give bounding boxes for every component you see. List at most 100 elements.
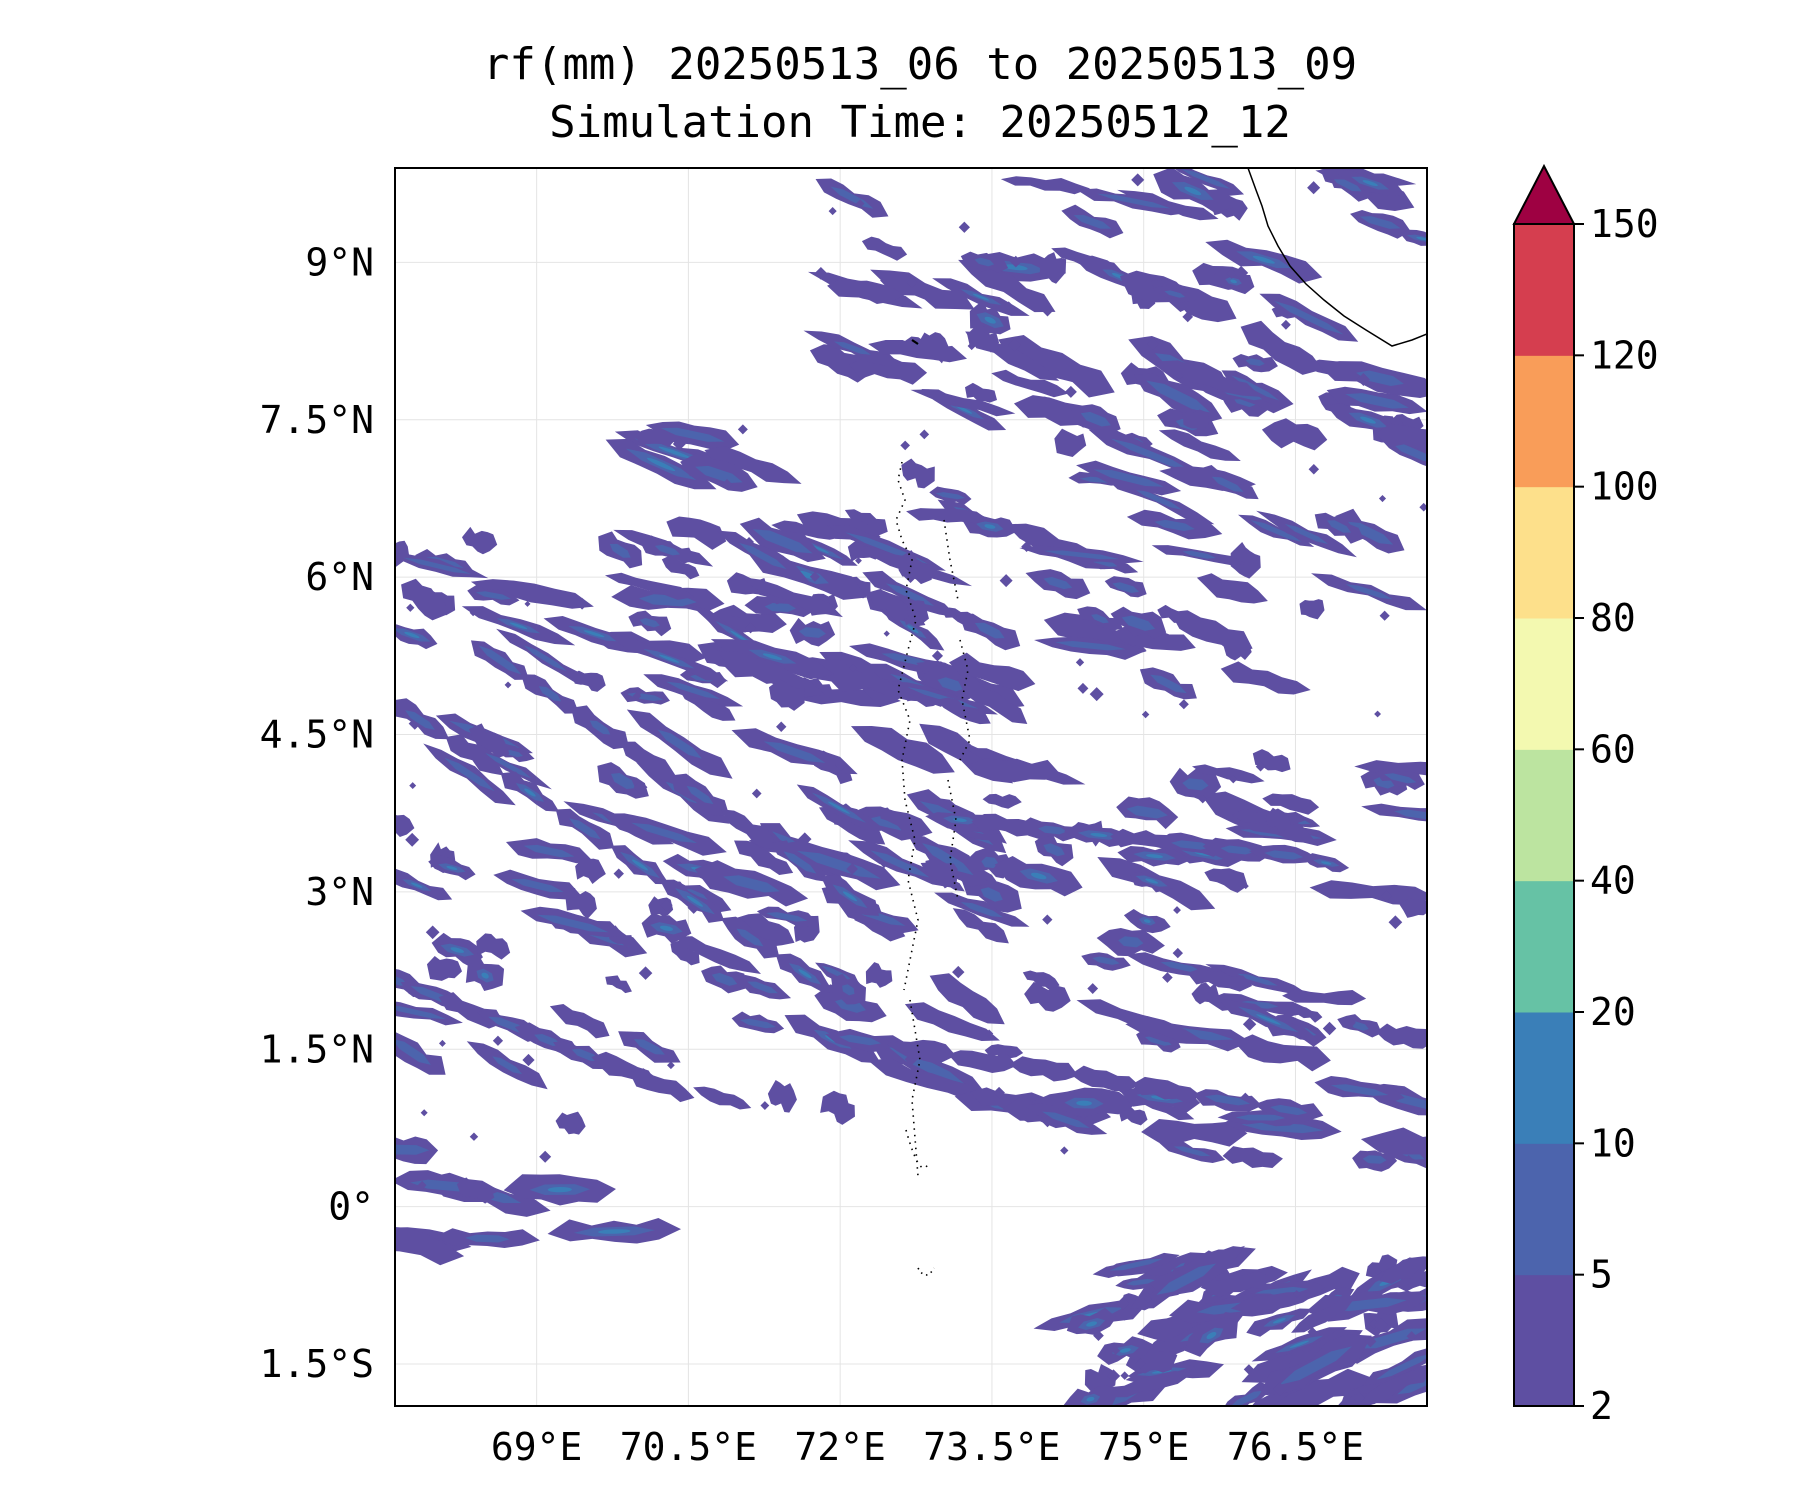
rain-dot <box>417 1180 427 1190</box>
colorbar-segment <box>1514 486 1574 619</box>
rain-cell <box>1251 1327 1348 1362</box>
rain-cell <box>929 973 1005 1025</box>
rain-dot <box>1042 914 1053 925</box>
rain-dot <box>539 1150 552 1163</box>
rain-cell <box>964 382 998 403</box>
lat-tick-label: 4.5°N <box>260 713 374 757</box>
rain-cell <box>796 784 882 831</box>
rain-cell <box>476 933 511 960</box>
rain-cell <box>904 1002 1000 1041</box>
rain-dot <box>814 266 828 280</box>
lat-tick-label: 1.5°N <box>260 1027 374 1071</box>
rain-cell <box>461 606 576 646</box>
rain-cell <box>431 932 483 968</box>
rain-dot <box>1111 1346 1120 1355</box>
rain-cell <box>1196 464 1259 500</box>
rain-cell <box>639 535 696 564</box>
colorbar-segment <box>1514 749 1574 882</box>
rain-cell <box>1110 606 1167 639</box>
rain-dot <box>1060 1146 1069 1155</box>
colorbar-tick-label: 80 <box>1590 596 1636 640</box>
colorbar-tick-label: 120 <box>1590 333 1659 377</box>
rain-cell <box>598 531 643 569</box>
rain-cell <box>960 251 1009 273</box>
rain-dot <box>1273 1382 1287 1397</box>
rain-cell <box>965 331 1060 381</box>
rain-cell <box>1170 610 1253 655</box>
rain-cell <box>645 421 740 453</box>
rain-dot <box>406 603 415 612</box>
rain-cell <box>1254 1098 1324 1123</box>
rain-dot <box>1198 794 1208 804</box>
rain-dot <box>1041 305 1054 317</box>
rain-dot <box>1307 1326 1318 1337</box>
rain-dot <box>420 1109 428 1117</box>
rain-dot <box>1255 761 1266 772</box>
rain-cell <box>626 709 733 779</box>
minicoy-island <box>911 339 919 345</box>
rain-cell <box>1034 833 1074 867</box>
rain-dot <box>1404 1154 1413 1163</box>
rain-cell <box>704 445 802 484</box>
rain-cell <box>998 335 1115 398</box>
rain-cell <box>1375 769 1425 791</box>
rain-dot <box>958 221 970 233</box>
colorbar-tick-label: 20 <box>1590 990 1636 1034</box>
title-line-2: Simulation Time: 20250512_12 <box>549 97 1291 148</box>
rain-cell <box>1070 1065 1140 1092</box>
rain-cell <box>1375 1023 1427 1049</box>
rain-dot <box>760 1101 770 1110</box>
rain-cell <box>634 428 677 448</box>
rain-cell <box>1062 1385 1119 1406</box>
rain-dot <box>405 832 420 847</box>
rain-dot <box>906 277 918 289</box>
rain-cell <box>503 1174 616 1206</box>
colorbar-frame <box>1513 223 1575 1407</box>
rain-cell <box>825 1028 895 1053</box>
rain-cell <box>1335 508 1405 554</box>
rain-dot <box>834 758 848 771</box>
rain-cell <box>456 1177 495 1204</box>
rain-cell <box>605 975 632 994</box>
rain-dot <box>522 1053 535 1067</box>
rain-dot <box>1144 1283 1156 1295</box>
rain-dot <box>1093 1330 1104 1341</box>
rain-cell <box>1380 1364 1427 1404</box>
rain-cell <box>1282 989 1367 1006</box>
india-coastline <box>1247 168 1427 347</box>
rain-cell <box>1360 1368 1427 1403</box>
rain-cell <box>907 833 989 887</box>
rain-cell <box>1139 667 1197 700</box>
rain-cell <box>1230 1291 1317 1313</box>
rain-dot <box>1378 494 1387 503</box>
rain-cell <box>767 1079 797 1113</box>
rain-cell <box>395 1220 465 1266</box>
rain-cell <box>1184 1317 1238 1357</box>
rain-dot <box>1143 1295 1152 1304</box>
rain-cell <box>1081 952 1131 971</box>
rain-cell <box>496 628 595 688</box>
rain-cell <box>395 1029 446 1075</box>
rain-cell <box>1362 1347 1427 1386</box>
rain-cell <box>1054 428 1087 458</box>
lon-tick-label: 73.5°E <box>923 1425 1060 1469</box>
lat-tick-label: 7.5°N <box>260 398 374 442</box>
rain-cell <box>618 1031 681 1063</box>
rain-cell <box>1399 898 1427 918</box>
title-line-1: rf(mm) 20250513_06 to 20250513_09 <box>482 39 1358 90</box>
rain-cell <box>870 269 975 310</box>
rain-dot <box>1087 983 1099 994</box>
rain-cell <box>1084 1364 1117 1396</box>
rain-cell <box>1234 1034 1331 1072</box>
rain-cell <box>982 793 1022 809</box>
rain-cell <box>468 723 510 759</box>
rain-dot <box>913 611 924 622</box>
rain-cell <box>1017 817 1088 842</box>
lat-tick-label: 3°N <box>305 870 374 914</box>
colorbar-tick-label: 5 <box>1590 1253 1613 1297</box>
rain-cell <box>861 236 908 261</box>
rain-cell <box>929 486 972 506</box>
rain-cell <box>1205 239 1323 284</box>
rain-dot <box>1182 311 1194 323</box>
